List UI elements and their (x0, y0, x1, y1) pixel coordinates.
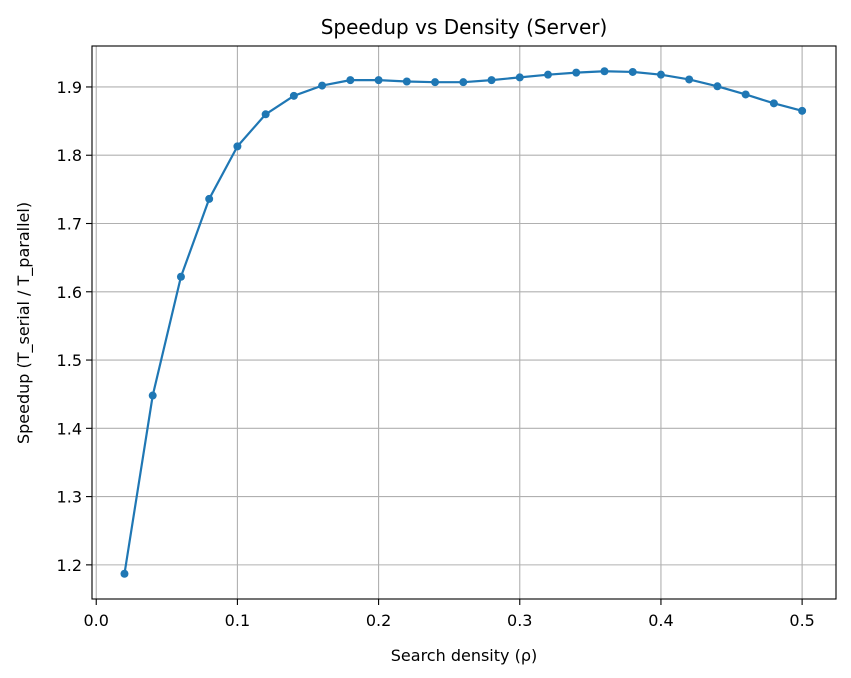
y-tick-label: 1.5 (57, 351, 82, 370)
data-point (233, 142, 242, 151)
x-tick-label: 0.1 (225, 611, 250, 630)
data-point (148, 391, 157, 400)
data-point (544, 70, 552, 79)
data-point (176, 272, 185, 281)
data-point (346, 76, 355, 85)
y-tick-label: 1.6 (57, 283, 82, 302)
data-point (741, 90, 750, 99)
y-tick-label: 1.8 (57, 146, 82, 165)
grid-lines (92, 46, 836, 599)
plot-frame (91, 45, 837, 600)
y-tick-label: 1.9 (57, 78, 82, 97)
data-point (515, 73, 524, 82)
data-point (798, 106, 807, 115)
data-point (205, 194, 214, 203)
data-point (374, 76, 383, 85)
data-point (487, 76, 496, 85)
x-tick-label: 0.0 (84, 611, 109, 630)
data-point (261, 110, 270, 119)
y-axis-label: Speedup (T_serial / T_parallel) (14, 202, 34, 444)
y-tick-label: 1.2 (57, 556, 82, 575)
x-axis-label: Search density (ρ) (391, 646, 537, 665)
axis-ticks: 0.0 0.1 0.2 0.3 0.4 0.5 1.2 1.3 1.4 1.5 1.6 1.7 1.8 1… (57, 78, 815, 630)
y-tick-label: 1.4 (57, 419, 82, 438)
x-tick-label: 0.2 (366, 611, 391, 630)
y-tick-label: 1.7 (57, 215, 82, 234)
data-point (685, 75, 694, 84)
data-point (656, 70, 665, 79)
chart-title: Speedup vs Density (Server) (321, 15, 608, 39)
series-line (120, 67, 807, 578)
x-tick-label: 0.5 (789, 611, 814, 630)
data-point (431, 78, 440, 87)
data-point (572, 68, 581, 77)
data-point (318, 81, 327, 90)
data-point (713, 82, 722, 91)
data-point (402, 77, 411, 86)
data-point (769, 99, 778, 108)
data-point (289, 91, 298, 100)
x-tick-label: 0.3 (507, 611, 532, 630)
data-point (600, 67, 609, 76)
data-point (120, 569, 129, 578)
data-point (628, 67, 637, 76)
x-tick-label: 0.4 (648, 611, 673, 630)
y-tick-label: 1.3 (57, 488, 82, 507)
data-point (459, 78, 468, 87)
